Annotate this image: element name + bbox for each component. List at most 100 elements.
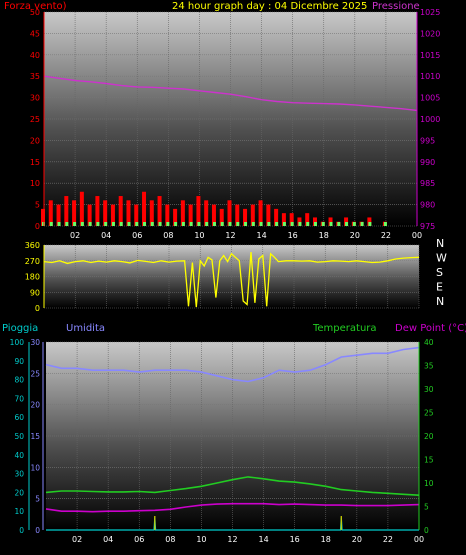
wind-bar <box>48 200 53 226</box>
wind-tick-label: 15 <box>30 158 40 167</box>
wind-average-bar <box>119 222 123 226</box>
wind-bar <box>281 213 286 226</box>
wind-bar <box>142 191 147 226</box>
wind-bar <box>157 196 162 226</box>
wind-bar <box>235 204 240 226</box>
wind-average-bar <box>267 222 271 226</box>
time-tick-label: 06 <box>134 535 144 544</box>
time-tick-label: 08 <box>165 535 175 544</box>
wind-direction-marks <box>43 251 420 308</box>
wind-average-bar <box>65 222 69 226</box>
wind-pressure-axes: 0510152025303540455097598098599099510001… <box>30 8 441 240</box>
pressure-tick-label: 1020 <box>420 29 440 38</box>
dew-point-axis-title: Dew Point (°C) <box>395 323 466 334</box>
wind-average-bar <box>57 222 61 226</box>
wind-average-bar <box>96 222 100 226</box>
wind-average-bar <box>189 222 193 226</box>
pressure-tick-label: 975 <box>420 222 435 231</box>
humidity-scale-tick-label: 20 <box>14 488 24 497</box>
time-tick-label: 06 <box>132 231 142 240</box>
wind-average-bar <box>150 222 154 226</box>
humidity-scale-tick-label: 40 <box>14 451 24 460</box>
time-tick-label: 08 <box>163 231 173 240</box>
wind-average-bar <box>337 222 341 226</box>
temperature-line <box>45 476 420 496</box>
compass-label: N <box>436 237 444 250</box>
temperature-marks <box>45 346 420 531</box>
wind-bar <box>165 204 170 226</box>
wind-average-bar <box>290 222 294 226</box>
rain-tick-label: 30 <box>30 338 40 347</box>
wind-average-bar <box>49 222 53 226</box>
direction-tick-label: 270 <box>25 257 40 266</box>
wind-average-bar <box>80 222 84 226</box>
wind-bar <box>95 196 100 226</box>
wind-average-bar <box>368 222 372 226</box>
wind-tick-label: 20 <box>30 136 40 145</box>
time-tick-label: 14 <box>256 231 266 240</box>
wind-average-bar <box>205 222 209 226</box>
wind-bar <box>344 217 349 226</box>
time-tick-label: 20 <box>350 231 360 240</box>
wind-bar <box>196 196 201 226</box>
wind-average-bar <box>174 222 178 226</box>
wind-average-bar <box>259 222 263 226</box>
rain-tick-label: 5 <box>35 495 40 504</box>
wind-average-bar <box>143 222 147 226</box>
time-tick-label: 12 <box>225 231 235 240</box>
time-tick-label: 00 <box>412 231 422 240</box>
wind-average-bar <box>181 222 185 226</box>
time-tick-label: 22 <box>383 535 393 544</box>
wind-tick-label: 10 <box>30 179 40 188</box>
wind-bar <box>250 204 255 226</box>
wind-average-bar <box>329 222 333 226</box>
humidity-scale-tick-label: 70 <box>14 394 24 403</box>
wind-bar <box>56 204 61 226</box>
wind-bar <box>180 200 185 226</box>
time-tick-label: 00 <box>414 535 424 544</box>
wind-average-bar <box>345 222 349 226</box>
time-tick-label: 10 <box>196 535 206 544</box>
wind-bar <box>118 196 123 226</box>
wind-average-bar <box>306 222 310 226</box>
wind-average-bar <box>321 222 325 226</box>
wind-bar <box>305 213 310 226</box>
humidity-axis-title: Umidita <box>66 323 105 334</box>
wind-bar <box>274 208 279 226</box>
rain-axis-title: Pioggia <box>2 323 38 334</box>
time-tick-label: 04 <box>103 535 113 544</box>
wind-average-bar <box>352 222 356 226</box>
temperature-tick-label: 35 <box>424 362 434 371</box>
wind-average-bar <box>220 222 224 226</box>
compass-label: W <box>436 252 447 265</box>
time-tick-label: 16 <box>288 231 298 240</box>
pressure-tick-label: 1005 <box>420 94 440 103</box>
pressure-tick-label: 990 <box>420 158 435 167</box>
pressure-tick-label: 985 <box>420 179 435 188</box>
temperature-tick-label: 15 <box>424 456 434 465</box>
temperature-tick-label: 5 <box>424 503 429 512</box>
temperature-grid <box>46 341 420 531</box>
humidity-scale-tick-label: 30 <box>14 470 24 479</box>
pressure-tick-label: 1010 <box>420 72 440 81</box>
wind-average-bar <box>166 222 170 226</box>
wind-tick-label: 45 <box>30 29 40 38</box>
humidity-scale-tick-label: 0 <box>19 526 24 535</box>
time-tick-label: 18 <box>321 535 331 544</box>
wind-average-bar <box>298 222 302 226</box>
direction-tick-label: 90 <box>30 288 40 297</box>
time-tick-label: 10 <box>194 231 204 240</box>
wind-bar <box>64 196 69 226</box>
time-tick-label: 12 <box>227 535 237 544</box>
wind-bar <box>79 191 84 226</box>
wind-bar <box>188 204 193 226</box>
direction-tick-label: 360 <box>25 241 40 250</box>
wind-bar <box>328 217 333 226</box>
wind-average-bar <box>313 222 317 226</box>
wind-bar <box>87 204 92 226</box>
wind-average-bar <box>275 222 279 226</box>
wind-bar <box>219 208 224 226</box>
time-tick-label: 22 <box>381 231 391 240</box>
